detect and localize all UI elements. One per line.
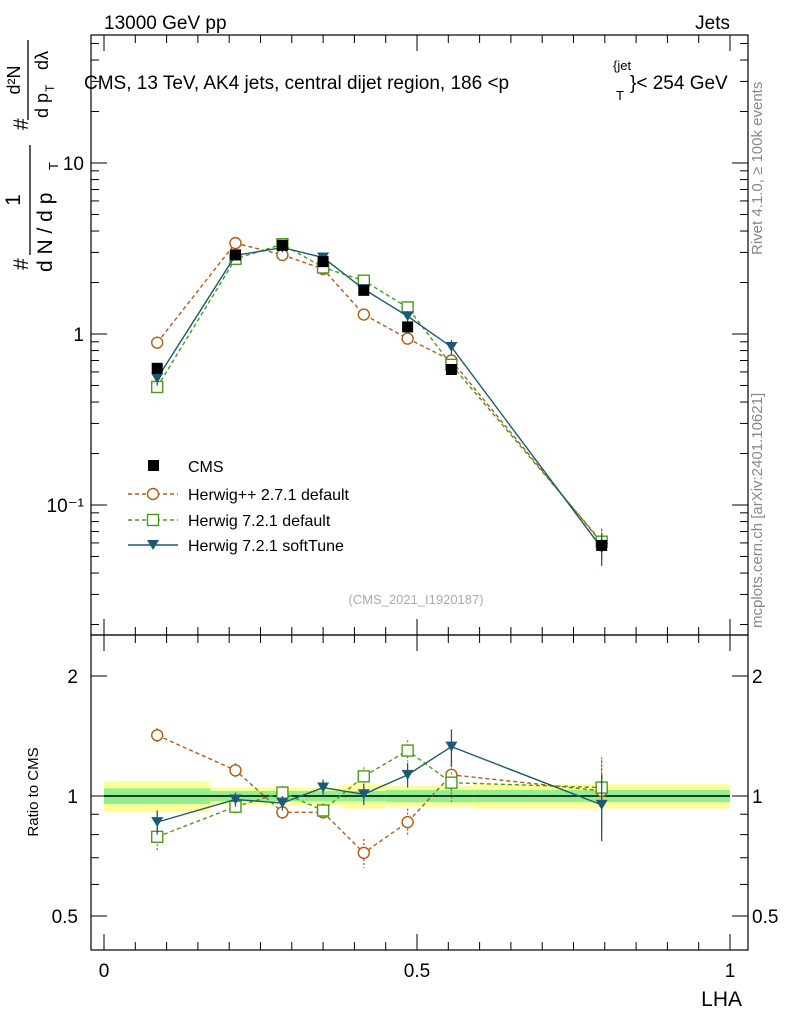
ratio-series [151,728,608,868]
data-point [229,236,242,250]
ylabel-denominator: d N / d p [34,193,57,272]
ratio-point [357,846,370,860]
ratio-y-tick-label: 0.5 [52,907,78,928]
y-tick-label: 10 [63,154,84,175]
plot-title-sub: T [616,88,624,103]
ratio-point [445,776,458,789]
data-point [445,364,457,376]
legend-label-softtune: Herwig 7.2.1 softTune [188,538,344,555]
series-line [156,246,603,549]
ylabel-hash-right: # [10,118,33,130]
ylabel-numerator-den-end: dλ [32,51,52,70]
side-label-bottom: mcplots.cern.ch [arXiv:2401.10621] [749,393,766,628]
ratio-point [357,770,370,783]
plot-title-end: }< 254 GeV [630,73,728,94]
legend-label-cms: CMS [188,459,224,476]
ylabel-one: 1 [2,194,25,206]
data-point [401,311,414,322]
legend-label-herwig721: Herwig 7.2.1 default [188,513,331,530]
x-axis-label: LHA [701,988,742,1011]
data-point [151,362,163,374]
ratio-line [157,745,602,823]
data-point [402,321,414,333]
legend-marker-herwigpp [146,487,160,501]
ratio-y-tick-label-right: 1 [752,787,763,808]
data-point [401,332,414,345]
ratio-line [156,734,602,854]
ratio-point [229,764,242,777]
x-tick-label: 0.5 [404,961,430,982]
legend-marker-herwig721 [146,513,160,527]
analysis-tag: (CMS_2021_I1920187) [348,592,483,607]
plot-title-sup: {jet [613,58,631,73]
ratio-y-tick-label-right: 0.5 [752,907,778,928]
legend-marker-cms [148,460,159,471]
top-axes: 10⁻¹ 1 10 [47,35,748,635]
data-point [276,239,288,251]
data-point [229,249,241,261]
legend-label-herwigpp: Herwig++ 2.7.1 default [188,487,350,504]
ylabel-numerator-den-sub: T [43,84,57,92]
data-point [596,539,608,551]
ratio-point [401,769,414,780]
top-ylabel: # 1 d N / d p T # d²N d p T dλ [2,40,61,272]
data-point [358,284,370,296]
category-label: Jets [695,13,730,34]
series-1 [151,236,608,560]
ratio-point [357,789,370,800]
ratio-ylabel: Ratio to CMS [25,747,42,836]
x-tick-label: 0 [99,961,110,982]
ratio-bands [104,781,730,813]
legend-marker-softtune [147,540,159,550]
ratio-point [445,741,458,752]
ratio-point [151,817,164,828]
ratio-point [401,744,414,757]
ratio-panel-frame [90,634,749,951]
ratio-point [276,798,289,809]
ylabel-denominator-sub: T [46,162,61,170]
x-tick-label: 1 [725,961,736,982]
ylabel-numerator: d²N [4,65,24,94]
ratio-line [156,749,602,838]
ratio-y-tick-label: 1 [67,787,78,808]
legend: CMS Herwig++ 2.7.1 default Herwig 7.2.1 … [128,459,350,555]
ratio-point [317,782,330,793]
ratio-y-tick-label-right: 2 [752,667,763,688]
ratio-point [229,794,242,805]
ylabel-numerator-den: d p [32,93,52,118]
ratio-point [316,804,330,817]
top-series [151,236,608,566]
data-point [151,336,164,349]
ratio-axes: 0.5 0.5 1 1 2 2 0 0.5 1 [52,635,778,982]
ratio-y-tick-label: 2 [67,667,78,688]
ratio-point [401,815,414,829]
plot-title-main: CMS, 13 TeV, AK4 jets, central dijet reg… [84,73,509,94]
energy-label: 13000 GeV pp [104,13,227,34]
ratio-point [595,799,608,810]
series-2 [151,238,608,558]
data-point [151,373,164,384]
data-point [445,341,458,352]
data-point [357,308,370,321]
ylabel-hash-left: # [10,258,33,270]
ratio-series-2 [151,729,608,842]
series-0 [151,239,608,553]
side-label-top: Rivet 4.1.0, ≥ 100k events [749,82,766,255]
plot-title: CMS, 13 TeV, AK4 jets, central dijet reg… [84,58,728,103]
y-tick-label: 1 [73,325,84,346]
series-line [156,242,603,544]
y-tick-label: 10⁻¹ [47,496,85,517]
data-point [317,256,329,268]
ratio-point [151,729,164,742]
